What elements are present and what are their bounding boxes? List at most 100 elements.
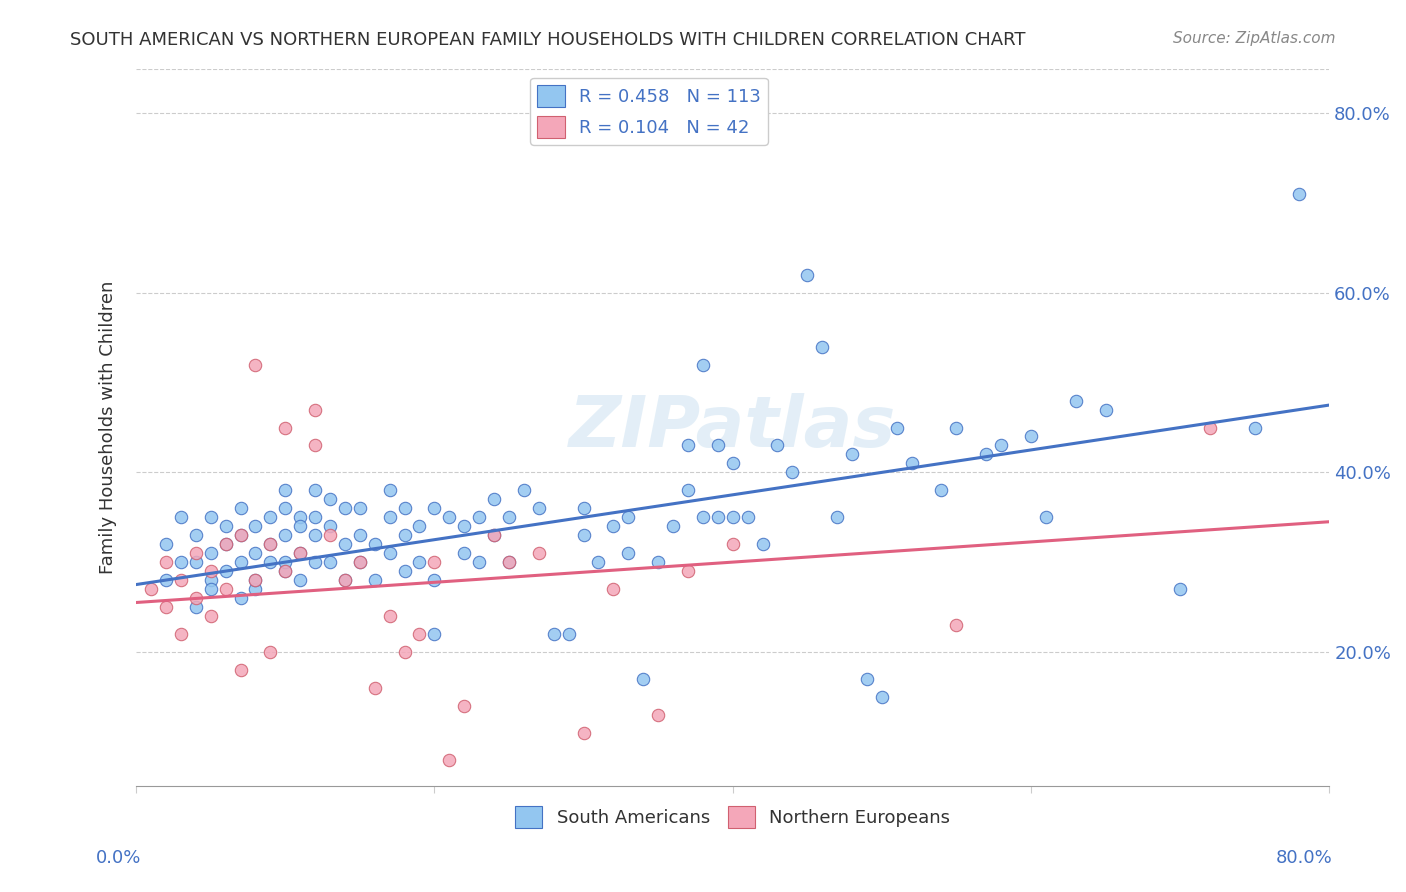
Point: [288, 573, 311, 587]
Point: [364, 573, 387, 587]
Point: [155, 573, 177, 587]
Point: [751, 537, 773, 551]
Point: [617, 510, 640, 524]
Point: [245, 358, 267, 372]
Point: [184, 599, 207, 614]
Point: [692, 358, 714, 372]
Point: [408, 555, 430, 569]
Point: [214, 582, 236, 596]
Point: [1094, 402, 1116, 417]
Point: [498, 555, 520, 569]
Legend: South Americans, Northern Europeans: South Americans, Northern Europeans: [508, 798, 957, 835]
Point: [184, 591, 207, 605]
Point: [974, 447, 997, 461]
Point: [423, 627, 446, 641]
Point: [155, 599, 177, 614]
Point: [453, 698, 475, 713]
Point: [1035, 510, 1057, 524]
Point: [229, 528, 252, 542]
Point: [319, 519, 342, 533]
Text: ZIPatlas: ZIPatlas: [569, 393, 897, 462]
Point: [900, 457, 922, 471]
Point: [482, 492, 505, 507]
Point: [439, 510, 461, 524]
Point: [572, 528, 595, 542]
Point: [527, 501, 550, 516]
Point: [349, 501, 371, 516]
Text: SOUTH AMERICAN VS NORTHERN EUROPEAN FAMILY HOUSEHOLDS WITH CHILDREN CORRELATION : SOUTH AMERICAN VS NORTHERN EUROPEAN FAMI…: [70, 31, 1026, 49]
Point: [676, 438, 699, 452]
Point: [245, 573, 267, 587]
Point: [572, 725, 595, 739]
Point: [229, 555, 252, 569]
Point: [378, 510, 401, 524]
Point: [707, 510, 730, 524]
Point: [155, 555, 177, 569]
Point: [870, 690, 893, 704]
Point: [676, 564, 699, 578]
Point: [333, 573, 356, 587]
Point: [229, 591, 252, 605]
Point: [394, 528, 416, 542]
Point: [841, 447, 863, 461]
Point: [333, 573, 356, 587]
Point: [274, 528, 297, 542]
Point: [796, 268, 818, 282]
Point: [364, 681, 387, 695]
Point: [707, 438, 730, 452]
Point: [170, 573, 193, 587]
Point: [588, 555, 610, 569]
Point: [245, 573, 267, 587]
Point: [200, 510, 222, 524]
Point: [423, 573, 446, 587]
Point: [274, 483, 297, 498]
Point: [200, 609, 222, 624]
Point: [662, 519, 685, 533]
Point: [304, 528, 326, 542]
Point: [170, 510, 193, 524]
Point: [527, 546, 550, 560]
Point: [394, 645, 416, 659]
Point: [274, 564, 297, 578]
Point: [482, 528, 505, 542]
Point: [259, 645, 281, 659]
Point: [945, 420, 967, 434]
Point: [214, 537, 236, 551]
Point: [572, 501, 595, 516]
Point: [721, 457, 744, 471]
Point: [245, 519, 267, 533]
Point: [259, 510, 281, 524]
Point: [378, 483, 401, 498]
Text: 80.0%: 80.0%: [1277, 849, 1333, 867]
Point: [408, 627, 430, 641]
Point: [319, 555, 342, 569]
Point: [259, 537, 281, 551]
Point: [394, 564, 416, 578]
Point: [676, 483, 699, 498]
Point: [721, 537, 744, 551]
Point: [200, 564, 222, 578]
Point: [766, 438, 789, 452]
Point: [170, 555, 193, 569]
Point: [513, 483, 536, 498]
Point: [617, 546, 640, 560]
Point: [333, 501, 356, 516]
Point: [408, 519, 430, 533]
Y-axis label: Family Households with Children: Family Households with Children: [100, 281, 117, 574]
Point: [304, 483, 326, 498]
Point: [288, 546, 311, 560]
Point: [647, 555, 669, 569]
Point: [214, 564, 236, 578]
Point: [349, 555, 371, 569]
Point: [349, 555, 371, 569]
Point: [214, 537, 236, 551]
Point: [288, 510, 311, 524]
Point: [200, 582, 222, 596]
Point: [259, 555, 281, 569]
Point: [602, 582, 624, 596]
Point: [453, 519, 475, 533]
Point: [1288, 187, 1310, 202]
Point: [782, 466, 804, 480]
Point: [423, 555, 446, 569]
Point: [631, 672, 654, 686]
